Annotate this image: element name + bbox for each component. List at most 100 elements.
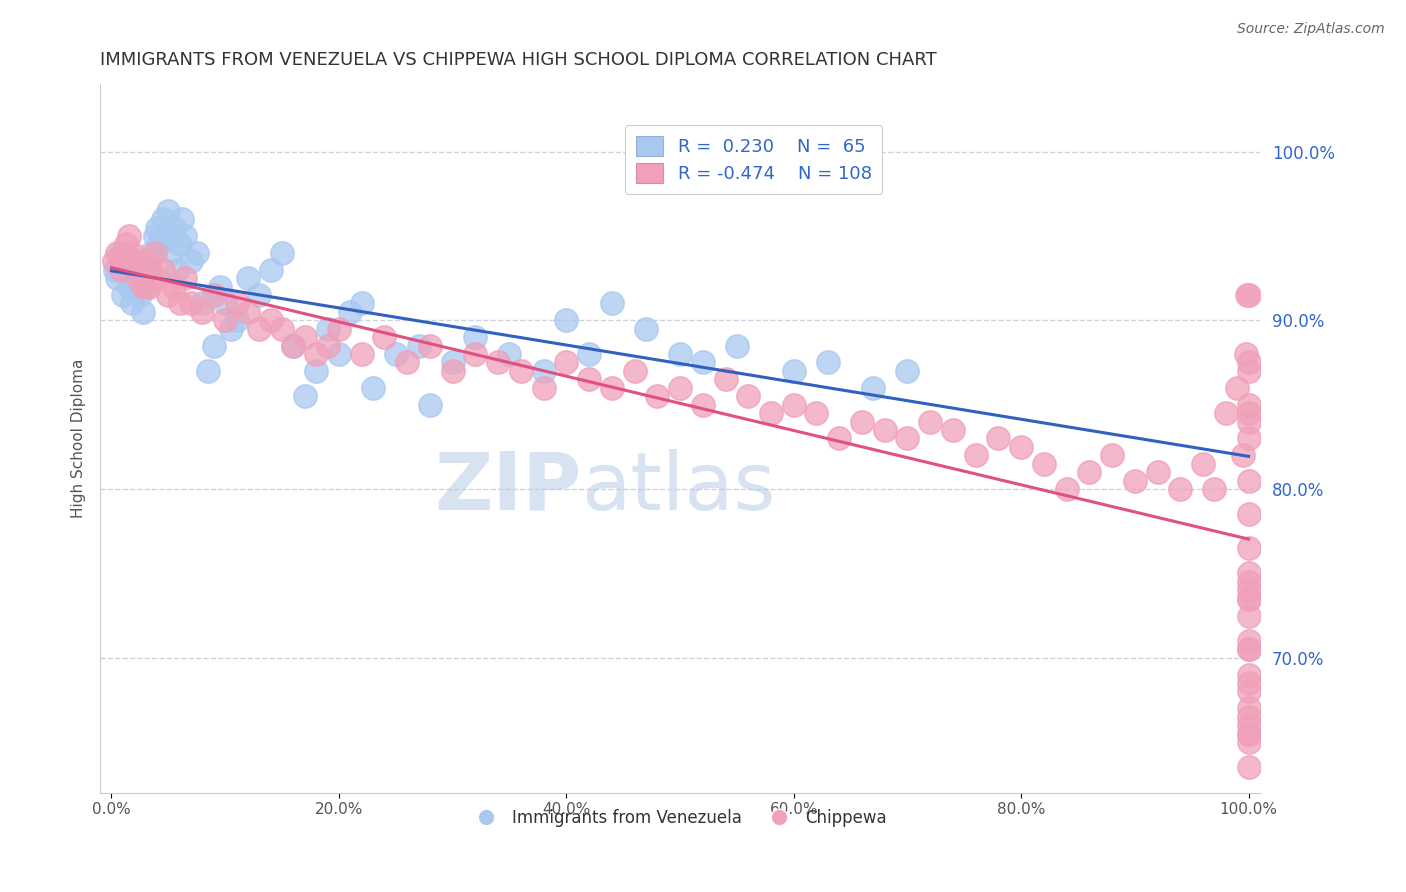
Point (533, 364, 555, 378)
Point (208, 279, 231, 293)
Point (1232, 448, 1254, 462)
Point (1170, 482, 1192, 496)
Point (464, 330, 486, 344)
Point (294, 389, 316, 403)
Point (122, 254, 145, 268)
Point (166, 262, 188, 277)
Point (600, 296, 623, 310)
Point (121, 245, 143, 260)
Point (163, 220, 186, 235)
Point (464, 347, 486, 361)
Point (152, 262, 174, 277)
Point (127, 271, 149, 285)
Point (441, 364, 464, 378)
Point (1237, 431, 1260, 445)
Point (219, 322, 242, 336)
Point (806, 406, 828, 420)
Point (155, 229, 177, 244)
Point (129, 288, 152, 302)
Point (1237, 591, 1260, 606)
Point (170, 212, 193, 227)
Legend: Immigrants from Venezuela, Chippewa: Immigrants from Venezuela, Chippewa (467, 803, 893, 834)
Y-axis label: High School Diploma: High School Diploma (72, 359, 86, 518)
Point (1237, 642, 1260, 657)
Point (1237, 398, 1260, 412)
Point (294, 330, 316, 344)
Point (669, 381, 692, 395)
Point (987, 431, 1010, 445)
Point (896, 364, 918, 378)
Point (373, 330, 395, 344)
Point (225, 296, 247, 310)
Point (725, 338, 748, 352)
Point (1056, 482, 1078, 496)
Text: Source: ZipAtlas.com: Source: ZipAtlas.com (1237, 22, 1385, 37)
Point (1237, 541, 1260, 555)
Point (121, 296, 143, 310)
Point (214, 296, 236, 310)
Point (135, 279, 157, 293)
Point (305, 347, 328, 361)
Point (202, 338, 225, 352)
Point (136, 262, 159, 277)
Point (283, 338, 305, 352)
Point (441, 355, 464, 369)
Point (236, 271, 259, 285)
Point (350, 296, 373, 310)
Point (174, 229, 197, 244)
Point (1237, 701, 1260, 715)
Point (669, 347, 692, 361)
Point (328, 347, 350, 361)
Point (1237, 591, 1260, 606)
Point (419, 338, 441, 352)
Point (942, 423, 965, 437)
Point (283, 338, 305, 352)
Point (328, 322, 350, 336)
Point (159, 245, 181, 260)
Point (396, 355, 419, 369)
Point (152, 212, 174, 227)
Point (1215, 406, 1237, 420)
Point (225, 313, 247, 327)
Point (191, 305, 214, 319)
Point (896, 431, 918, 445)
Point (737, 389, 759, 403)
Point (260, 262, 283, 277)
Point (236, 305, 259, 319)
Point (1101, 448, 1123, 462)
Point (174, 271, 197, 285)
Point (533, 381, 555, 395)
Text: atlas: atlas (582, 449, 776, 527)
Point (350, 347, 373, 361)
Point (132, 305, 155, 319)
Point (634, 322, 657, 336)
Point (180, 254, 202, 268)
Point (600, 381, 623, 395)
Point (384, 347, 406, 361)
Point (1237, 718, 1260, 732)
Point (1204, 482, 1226, 496)
Point (1237, 415, 1260, 429)
Point (132, 279, 155, 293)
Point (1237, 642, 1260, 657)
Point (122, 254, 145, 268)
Point (247, 322, 270, 336)
Point (141, 262, 163, 277)
Point (1237, 633, 1260, 648)
Point (783, 364, 806, 378)
Point (498, 347, 520, 361)
Point (1192, 457, 1215, 471)
Point (645, 389, 668, 403)
Point (1237, 406, 1260, 420)
Point (186, 245, 208, 260)
Point (759, 406, 782, 420)
Point (110, 245, 132, 260)
Point (138, 279, 160, 293)
Point (1146, 465, 1168, 479)
Point (114, 262, 136, 277)
Point (247, 288, 270, 302)
Point (965, 448, 987, 462)
Point (1032, 457, 1054, 471)
Point (1237, 288, 1260, 302)
Point (408, 338, 430, 352)
